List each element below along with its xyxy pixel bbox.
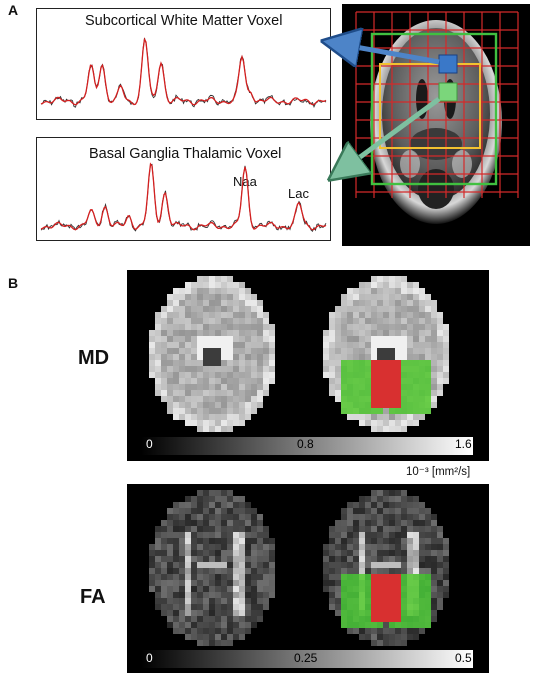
peak-label-naa: Naa: [233, 174, 257, 189]
spectrum-title-basal-ganglia: Basal Ganglia Thalamic Voxel: [89, 146, 282, 162]
spectrum-title-white-matter: Subcortical White Matter Voxel: [85, 13, 283, 29]
fa-colorbar-min: 0: [146, 651, 153, 665]
arrow-blue: [350, 46, 440, 62]
spectrum-box-white-matter: Subcortical White Matter Voxel: [36, 8, 331, 120]
spectrum-box-basal-ganglia: Basal Ganglia Thalamic Voxel Naa Lac: [36, 137, 331, 241]
row-label-fa: FA: [80, 586, 106, 608]
md-colorbar-max: 1.6: [455, 437, 472, 451]
md-colorbar-mid: 0.8: [297, 437, 314, 451]
mri-anatomical-image: [342, 4, 530, 246]
panel-b-label: B: [8, 275, 19, 291]
fa-image-panel: 0 0.25 0.5: [127, 484, 489, 673]
md-image-panel: 0 0.8 1.6: [127, 270, 489, 461]
voxel-arrows: [0, 0, 441, 260]
fa-colorbar-max: 0.5: [455, 651, 472, 665]
md-colorbar-min: 0: [146, 437, 153, 451]
peak-label-lac: Lac: [288, 186, 309, 201]
panel-a-label: A: [8, 2, 19, 18]
spectrum-plot-white-matter: [40, 37, 327, 109]
fa-colorbar: [141, 650, 473, 668]
md-unit: 10⁻³ [mm²/s]: [406, 466, 471, 478]
row-label-md: MD: [78, 347, 110, 369]
arrow-green: [352, 96, 441, 163]
md-colorbar: [141, 437, 473, 455]
fa-colorbar-mid: 0.25: [294, 651, 318, 665]
spectrum-plot-basal-ganglia: [40, 162, 327, 233]
